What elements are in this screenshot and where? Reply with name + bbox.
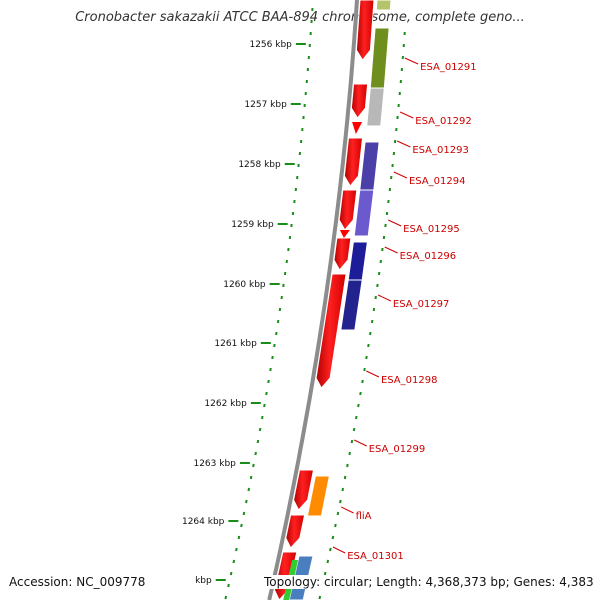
gene-arrow-7[interactable]: [293, 469, 315, 511]
ruler-label: 1258 kbp: [238, 160, 281, 170]
ruler-label: 1261 kbp: [214, 339, 257, 349]
gene-label[interactable]: ESA_01294: [409, 176, 466, 187]
accession-text: Accession: NC_009778: [9, 575, 149, 589]
cog-band-4: [359, 141, 380, 191]
cog-band-6: [347, 241, 368, 281]
gene-label[interactable]: ESA_01293: [412, 145, 469, 156]
gene-arrow-8[interactable]: [285, 514, 306, 549]
gene-labels: ESA_01291 ESA_01292 ESA_01293 ESA_01294 ESA_…: [332, 57, 477, 562]
gene-label[interactable]: fliA: [356, 511, 372, 522]
inner-tick-ring: [318, 31, 406, 600]
cog-band-7: [340, 279, 363, 331]
cog-band-8: [306, 475, 331, 517]
summary-text: Topology: circular; Length: 4,368,373 bp…: [262, 575, 594, 589]
cog-band-3: [366, 87, 385, 127]
gene-arrow-2[interactable]: [350, 83, 369, 119]
gene-label[interactable]: ESA_01295: [403, 224, 460, 235]
cog-band-1: [375, 0, 392, 11]
outer-tick-ring: [224, 7, 314, 600]
gene-arrow-1[interactable]: [355, 0, 375, 61]
gene-label[interactable]: ESA_01298: [381, 375, 438, 386]
ruler-label: 1262 kbp: [204, 399, 247, 409]
ruler: 1256 kbp 1257 kbp 1258 kbp 1259 kbp 1260 kbp…: [182, 40, 306, 586]
cog-band-2: [369, 27, 390, 89]
map-title: Cronobacter sakazakii ATCC BAA-894 chrom…: [75, 10, 525, 25]
gene-label[interactable]: ESA_01299: [369, 444, 426, 455]
ruler-label: 1259 kbp: [231, 220, 274, 230]
gene-arrow-6[interactable]: [315, 273, 347, 389]
gene-label[interactable]: ESA_01297: [393, 299, 450, 310]
ruler-label: 1260 kbp: [223, 280, 266, 290]
ruler-label: 1256 kbp: [249, 40, 292, 50]
ruler-label: kbp: [195, 576, 212, 586]
gene-label[interactable]: ESA_01296: [400, 251, 457, 262]
ruler-label: 1264 kbp: [182, 517, 225, 527]
ruler-label: 1263 kbp: [193, 459, 236, 469]
gene-arrow-4[interactable]: [338, 189, 358, 231]
gene-label[interactable]: ESA_01291: [420, 62, 477, 73]
gene-label[interactable]: ESA_01292: [415, 116, 472, 127]
gene-arrow-5[interactable]: [333, 237, 352, 271]
backbone-arc: [267, 0, 359, 600]
gene-arrow-3[interactable]: [343, 137, 364, 187]
ruler-label: 1257 kbp: [244, 100, 287, 110]
gc-content-track: [283, 0, 392, 600]
gene-label[interactable]: ESA_01301: [347, 551, 404, 562]
cog-band-5: [353, 189, 375, 237]
